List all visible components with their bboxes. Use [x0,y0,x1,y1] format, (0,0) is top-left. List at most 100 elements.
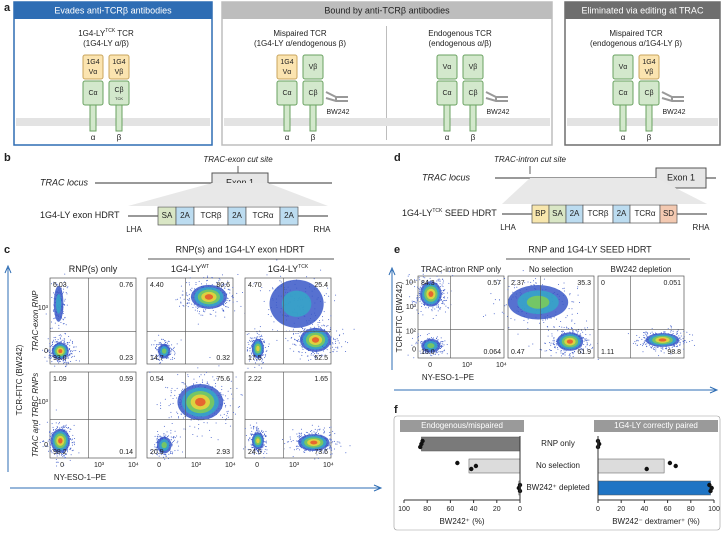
event-dot [322,316,324,318]
event-dot [58,421,60,423]
event-dot [170,439,172,441]
event-dot [329,351,331,353]
event-dot [261,338,263,340]
chain-label: α [445,133,450,142]
event-dot [69,459,71,461]
event-dot [440,344,442,346]
event-dot [565,350,567,352]
event-dot [296,433,298,435]
event-dot [289,447,291,449]
event-dot [292,343,294,345]
event-dot [182,382,184,384]
event-dot [437,307,439,309]
panel-label: b [4,152,11,164]
event-dot [52,310,54,312]
event-dot [418,339,420,341]
event-dot [150,354,152,356]
event-dot [336,330,338,332]
event-dot [269,290,271,292]
event-dot [296,339,298,341]
event-dot [47,351,49,353]
event-dot [170,352,172,354]
event-dot [172,357,174,359]
event-dot [176,411,178,413]
event-dot [172,436,174,438]
event-dot [332,441,334,443]
event-dot [150,452,152,454]
event-dot [65,366,67,368]
event-dot [651,331,653,333]
event-dot [69,431,71,433]
chain-label: β [647,133,652,142]
event-dot [563,332,565,334]
event-dot [68,355,70,357]
event-dot [261,367,263,369]
event-dot [229,425,231,427]
event-dot [257,450,259,452]
event-dot [62,427,64,429]
event-dot [344,341,346,343]
event-dot [49,439,51,441]
event-dot [194,426,196,428]
event-dot [353,328,355,330]
event-dot [436,306,438,308]
event-dot [323,324,325,326]
event-dot [438,354,440,356]
event-dot [341,346,343,348]
tcr-subtitle: (1G4-LY α/β) [83,39,129,48]
event-dot [227,298,229,300]
event-dot [645,333,647,335]
event-dot [683,330,685,332]
event-dot [330,344,332,346]
event-dot [49,443,51,445]
quadrant-value: 80.6 [216,282,230,289]
stem [115,104,123,132]
panel-label: c [4,244,10,256]
event-dot [205,309,207,311]
event-dot [335,443,337,445]
event-dot [220,414,222,416]
event-dot [171,348,173,350]
event-dot [50,432,52,434]
event-dot [229,299,231,301]
event-dot [427,307,429,309]
event-dot [584,327,586,329]
event-dot [168,417,170,419]
event-dot [58,324,60,326]
event-dot [550,349,552,351]
event-dot [426,270,428,272]
event-dot [438,351,440,353]
event-dot [646,335,648,337]
event-dot [155,442,157,444]
quadrant-value: 0.32 [216,355,230,362]
event-dot [258,334,260,336]
event-dot [240,305,242,307]
event-dot [535,278,537,280]
event-dot [442,303,444,305]
quadrant-value: 4.40 [150,282,164,289]
divider [386,26,387,140]
event-dot [193,288,195,290]
event-dot [191,303,193,305]
v-label: Vα [283,69,292,76]
event-dot [571,330,573,332]
event-dot [315,356,317,358]
rha-label: RHA [693,223,711,232]
event-dot [215,383,217,385]
event-dot [439,283,441,285]
event-dot [221,389,223,391]
event-dot [441,352,443,354]
event-dot [256,426,258,428]
event-dot [572,330,574,332]
event-dot [250,337,252,339]
text-part: TCR [115,29,134,38]
event-dot [48,450,50,452]
event-dot [569,353,571,355]
event-dot [254,448,256,450]
event-dot [73,424,75,426]
event-dot [345,350,347,352]
event-dot [50,450,52,452]
event-dot [568,308,570,310]
x-tick-label: 10⁴ [128,462,139,469]
